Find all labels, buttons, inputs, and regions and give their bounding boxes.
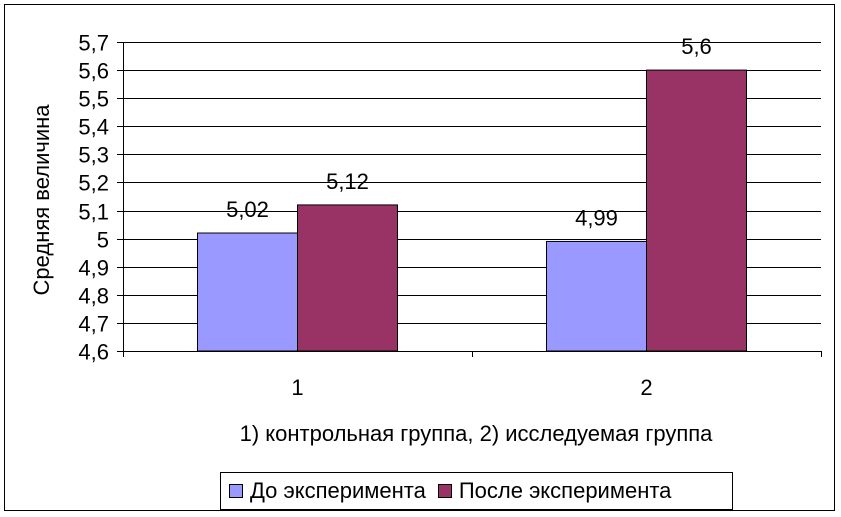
bar-after-2 <box>646 69 747 352</box>
y-tick-label: 4,7 <box>78 312 109 337</box>
y-tick-label: 5,3 <box>78 143 109 168</box>
x-tick-label: 2 <box>640 375 652 400</box>
data-label: 4,99 <box>575 205 618 230</box>
legend-swatch-after <box>437 484 452 498</box>
y-tick-label: 4,6 <box>78 340 109 365</box>
data-labels: 5,02 5,12 4,99 5,6 <box>226 34 712 230</box>
legend: До эксперимента После эксперимента <box>220 472 733 510</box>
bars <box>197 69 747 352</box>
axes: 4,6 4,7 4,8 4,9 5 5,1 5,2 5,3 5,4 5,5 5,6 5,7 1 2 <box>78 31 822 400</box>
bar-before-1 <box>197 232 298 352</box>
bar-chart: 4,6 4,7 4,8 4,9 5 5,1 5,2 5,3 5,4 5,5 5,6 5,7 1 2 5,0… <box>29 31 822 446</box>
legend-label-before: До эксперимента <box>250 478 426 503</box>
y-tick-label: 5,4 <box>78 115 109 140</box>
y-tick-label: 5,1 <box>78 200 109 225</box>
y-tick-label: 5,5 <box>78 87 109 112</box>
y-tick-label: 5 <box>97 228 109 253</box>
data-label: 5,6 <box>681 34 712 59</box>
chart-frame: 4,6 4,7 4,8 4,9 5 5,1 5,2 5,3 5,4 5,5 5,6 5,7 1 2 5,0… <box>4 4 835 511</box>
y-axis-title: Средняя величина <box>29 104 54 296</box>
data-label: 5,12 <box>326 169 369 194</box>
bar-after-1 <box>297 204 398 352</box>
y-tick-label: 5,7 <box>78 31 109 56</box>
x-tick-label: 1 <box>291 375 303 400</box>
y-tick-label: 5,2 <box>78 171 109 196</box>
legend-swatch-before <box>229 484 243 498</box>
x-axis-title: 1) контрольная группа, 2) исследуемая гр… <box>240 421 714 446</box>
y-tick-label: 4,8 <box>78 284 109 309</box>
bar-before-2 <box>546 240 647 352</box>
legend-item-after: После эксперимента <box>437 478 672 503</box>
legend-label-after: После эксперимента <box>458 478 672 503</box>
legend-item-before: До эксперимента <box>229 480 426 502</box>
data-label: 5,02 <box>226 197 269 222</box>
y-tick-label: 4,9 <box>78 256 109 281</box>
y-tick-label: 5,6 <box>78 59 109 84</box>
